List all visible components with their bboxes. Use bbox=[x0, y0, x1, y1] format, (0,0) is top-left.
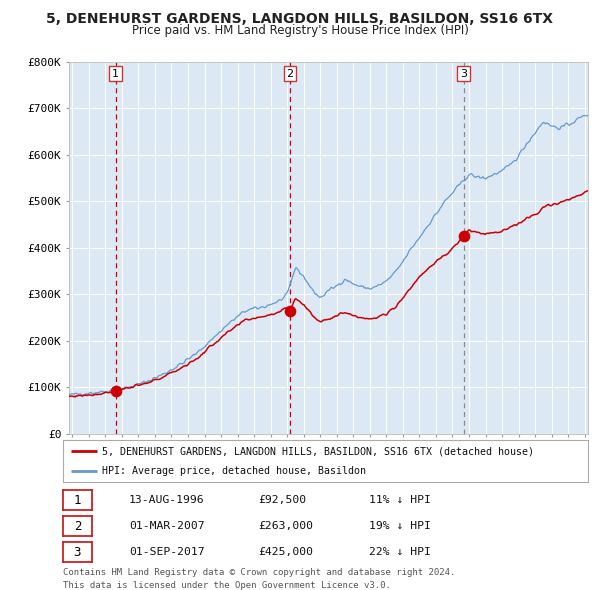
Text: 22% ↓ HPI: 22% ↓ HPI bbox=[369, 547, 431, 556]
Text: 19% ↓ HPI: 19% ↓ HPI bbox=[369, 521, 431, 530]
Text: 01-MAR-2007: 01-MAR-2007 bbox=[129, 521, 205, 530]
Text: Price paid vs. HM Land Registry's House Price Index (HPI): Price paid vs. HM Land Registry's House … bbox=[131, 24, 469, 37]
Text: 5, DENEHURST GARDENS, LANGDON HILLS, BASILDON, SS16 6TX: 5, DENEHURST GARDENS, LANGDON HILLS, BAS… bbox=[47, 12, 554, 26]
Text: Contains HM Land Registry data © Crown copyright and database right 2024.: Contains HM Land Registry data © Crown c… bbox=[63, 568, 455, 576]
Text: 11% ↓ HPI: 11% ↓ HPI bbox=[369, 495, 431, 504]
Point bbox=[459, 231, 469, 241]
Point bbox=[111, 386, 121, 395]
Text: 3: 3 bbox=[74, 546, 81, 559]
Text: 5, DENEHURST GARDENS, LANGDON HILLS, BASILDON, SS16 6TX (detached house): 5, DENEHURST GARDENS, LANGDON HILLS, BAS… bbox=[103, 447, 535, 457]
Text: 1: 1 bbox=[74, 494, 81, 507]
Point bbox=[285, 307, 295, 316]
Text: 3: 3 bbox=[460, 68, 467, 78]
Text: 2: 2 bbox=[286, 68, 293, 78]
Text: HPI: Average price, detached house, Basildon: HPI: Average price, detached house, Basi… bbox=[103, 466, 367, 476]
Text: £263,000: £263,000 bbox=[258, 521, 313, 530]
Text: This data is licensed under the Open Government Licence v3.0.: This data is licensed under the Open Gov… bbox=[63, 581, 391, 589]
Text: 01-SEP-2017: 01-SEP-2017 bbox=[129, 547, 205, 556]
Text: £92,500: £92,500 bbox=[258, 495, 306, 504]
Text: 13-AUG-1996: 13-AUG-1996 bbox=[129, 495, 205, 504]
Text: 2: 2 bbox=[74, 520, 81, 533]
Text: £425,000: £425,000 bbox=[258, 547, 313, 556]
Text: 1: 1 bbox=[112, 68, 119, 78]
